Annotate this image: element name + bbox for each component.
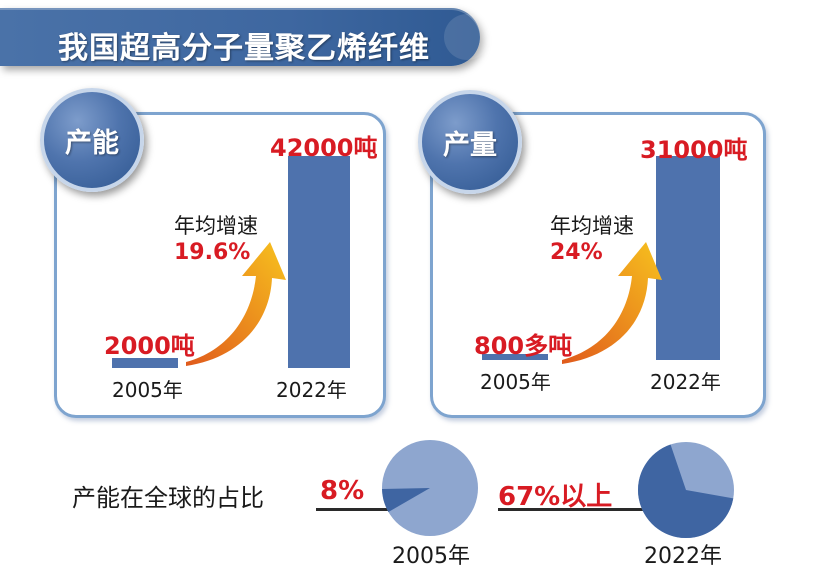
- output-bar-2022: [656, 156, 720, 360]
- output-growth-label: 年均增速: [550, 214, 634, 238]
- pie-2005-underline: [316, 508, 396, 511]
- pie-2005-share-slice: [382, 488, 430, 512]
- capacity-badge: 产能: [40, 88, 144, 192]
- pie-2005: [382, 440, 478, 536]
- pie-year-label-2005: 2005年: [392, 544, 470, 569]
- capacity-growth-label: 年均增速: [174, 214, 258, 238]
- capacity-growth-arrow: [186, 242, 286, 366]
- output-growth-arrow: [562, 242, 662, 364]
- title-banner: 我国超高分子量聚乙烯纤维: [0, 8, 490, 66]
- pie-2022: [638, 442, 734, 538]
- pie-value-label-2022: 67%以上: [498, 482, 613, 512]
- pie-2022-underline: [498, 508, 646, 511]
- capacity-year-label-2005: 2005年: [112, 378, 183, 402]
- capacity-bar-2022: [288, 156, 350, 368]
- pie-2022-share-slice: [638, 444, 734, 538]
- capacity-badge-label: 产能: [65, 127, 119, 159]
- output-growth-value: 24%: [550, 240, 603, 265]
- capacity-growth-value: 19.6%: [174, 240, 251, 265]
- output-value-label-2005: 800多吨: [474, 332, 573, 360]
- capacity-bar-2005: [112, 358, 178, 368]
- output-badge-label: 产量: [443, 129, 497, 161]
- pie-value-label-2005: 8%: [320, 476, 365, 506]
- page-title: 我国超高分子量聚乙烯纤维: [58, 31, 430, 66]
- pie-caption: 产能在全球的占比: [72, 484, 264, 512]
- output-year-label-2022: 2022年: [650, 370, 721, 394]
- capacity-value-label-2022: 42000吨: [270, 134, 378, 162]
- pie-year-label-2022: 2022年: [644, 544, 722, 569]
- capacity-value-label-2005: 2000吨: [104, 332, 195, 360]
- capacity-year-label-2022: 2022年: [276, 378, 347, 402]
- output-year-label-2005: 2005年: [480, 370, 551, 394]
- output-value-label-2022: 31000吨: [640, 136, 748, 164]
- output-badge: 产量: [418, 90, 522, 194]
- output-bar-2005: [482, 354, 548, 360]
